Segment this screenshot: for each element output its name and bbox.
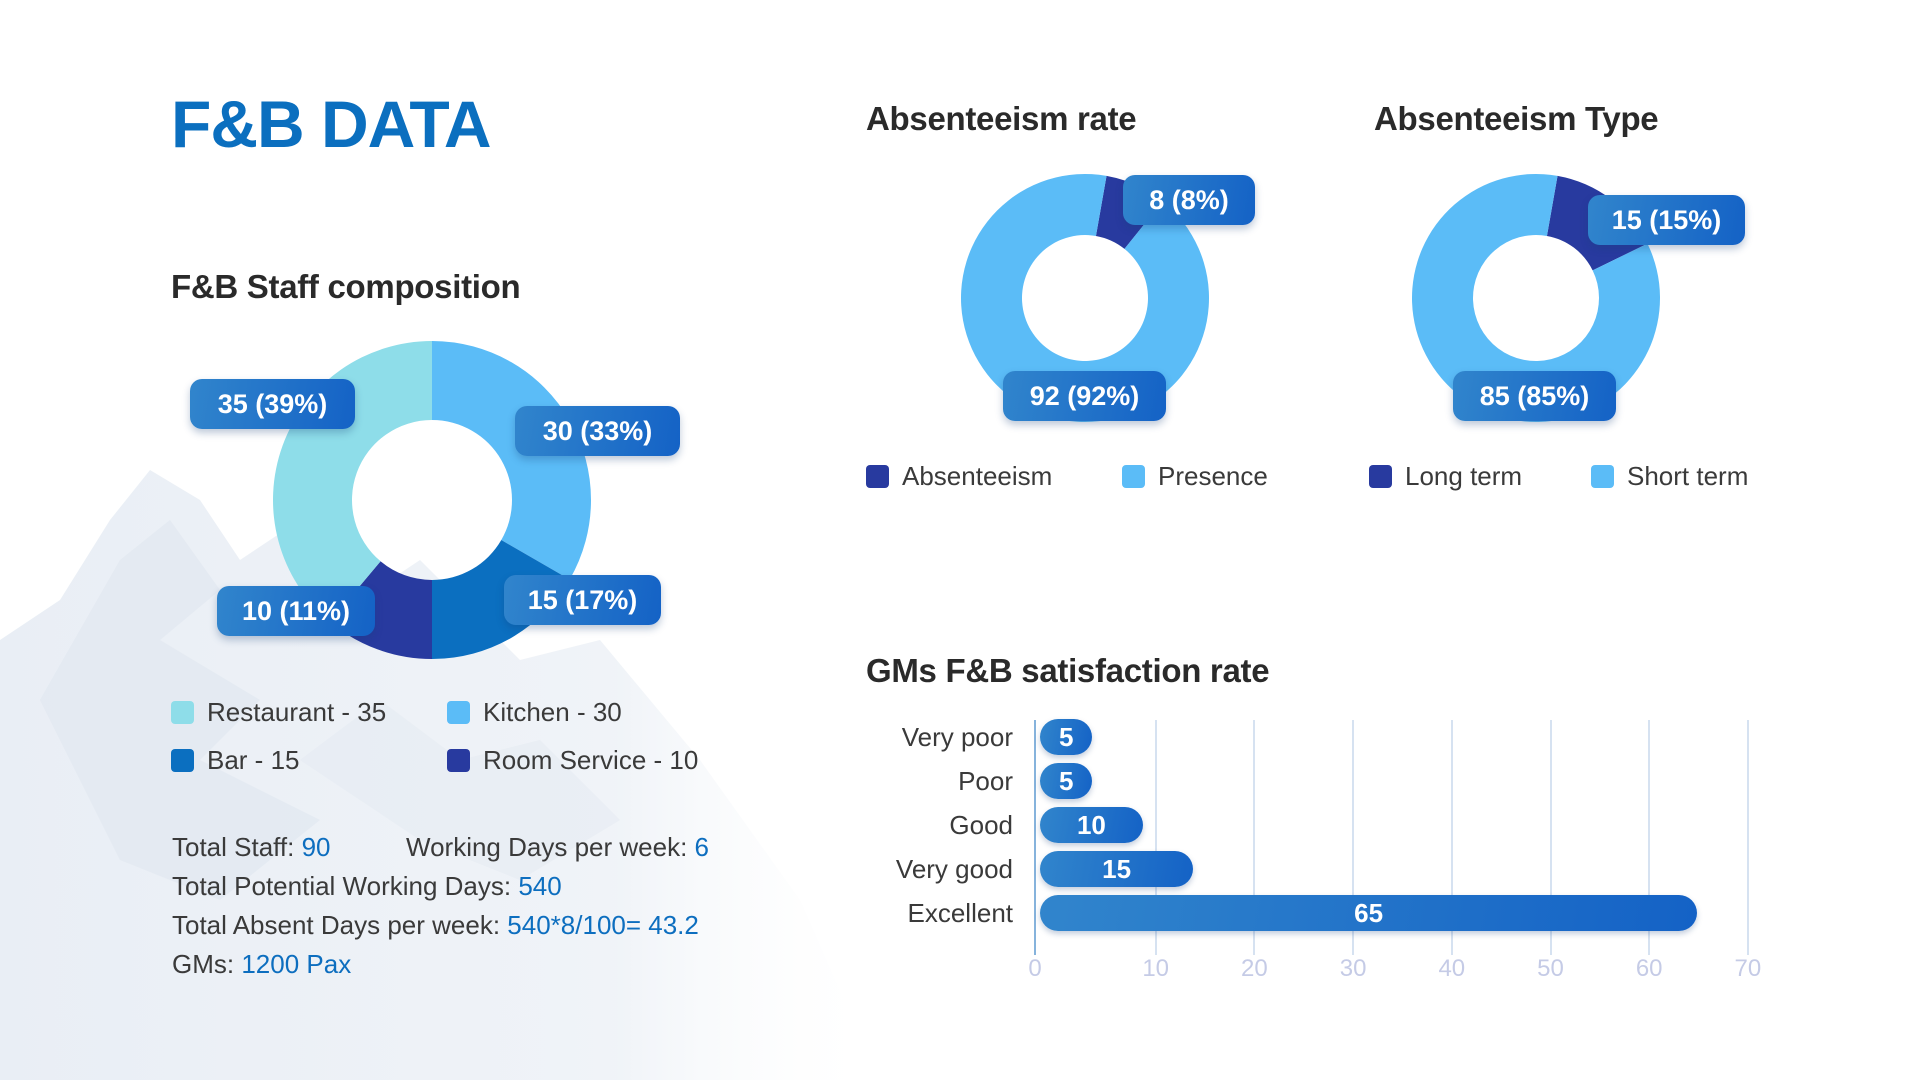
info-value: 90 bbox=[301, 832, 331, 862]
callout-kitchen: 30 (33%) bbox=[515, 406, 680, 456]
callout-long-term: 15 (15%) bbox=[1588, 195, 1745, 245]
legend-item-presence: Presence bbox=[1122, 461, 1268, 492]
staff-slice-kitchen bbox=[432, 341, 592, 580]
absenteeism-type-title: Absenteeism Type bbox=[1374, 100, 1659, 137]
info-value: 1200 Pax bbox=[241, 949, 352, 979]
info-label: Total Absent Days per week: bbox=[172, 910, 508, 940]
info-total-staff: Total Staff: 90 bbox=[172, 832, 331, 863]
swatch-long-term bbox=[1369, 465, 1392, 488]
info-value: 6 bbox=[694, 832, 709, 862]
type-slice-short-term bbox=[1412, 174, 1660, 423]
info-working-days: Working Days per week: 6 bbox=[406, 832, 709, 863]
legend-item-absenteeism: Absenteeism bbox=[866, 461, 1052, 492]
legend-item-long-term: Long term bbox=[1369, 461, 1522, 492]
info-label: Total Staff: bbox=[172, 832, 302, 862]
info-value: 540*8/100= 43.2 bbox=[507, 910, 699, 940]
swatch-bar bbox=[171, 749, 194, 772]
page-title: F&B DATA bbox=[171, 87, 491, 161]
legend-label: Room Service - 10 bbox=[483, 745, 699, 775]
legend-label: Long term bbox=[1405, 461, 1523, 491]
legend-label: Absenteeism bbox=[902, 461, 1053, 491]
legend-item-kitchen: Kitchen - 30 bbox=[447, 697, 622, 728]
legend-label: Kitchen - 30 bbox=[483, 697, 622, 727]
swatch-presence bbox=[1122, 465, 1145, 488]
callout-restaurant: 35 (39%) bbox=[190, 379, 355, 429]
swatch-restaurant bbox=[171, 701, 194, 724]
staff-composition-title: F&B Staff composition bbox=[171, 268, 521, 305]
info-label: Working Days per week: bbox=[406, 832, 695, 862]
info-potential-days: Total Potential Working Days: 540 bbox=[172, 871, 562, 902]
callout-room-service: 10 (11%) bbox=[217, 586, 375, 636]
legend-label: Bar - 15 bbox=[207, 745, 300, 775]
callout-presence: 92 (92%) bbox=[1003, 371, 1166, 421]
info-label: Total Potential Working Days: bbox=[172, 871, 519, 901]
info-value: 540 bbox=[518, 871, 562, 901]
legend-item-bar: Bar - 15 bbox=[171, 745, 300, 776]
rate-slice-presence bbox=[960, 173, 1209, 422]
legend-label: Presence bbox=[1158, 461, 1268, 491]
satisfaction-title: GMs F&B satisfaction rate bbox=[866, 652, 1270, 689]
legend-item-short-term: Short term bbox=[1591, 461, 1748, 492]
legend-label: Short term bbox=[1627, 461, 1749, 491]
absenteeism-rate-title: Absenteeism rate bbox=[866, 100, 1137, 137]
callout-absenteeism: 8 (8%) bbox=[1123, 175, 1255, 225]
swatch-absenteeism bbox=[866, 465, 889, 488]
info-label: GMs: bbox=[172, 949, 242, 979]
legend-label: Restaurant - 35 bbox=[207, 697, 387, 727]
callout-bar: 15 (17%) bbox=[504, 575, 661, 625]
legend-item-restaurant: Restaurant - 35 bbox=[171, 697, 386, 728]
swatch-kitchen bbox=[447, 701, 470, 724]
legend-item-room-service: Room Service - 10 bbox=[447, 745, 698, 776]
info-gms: GMs: 1200 Pax bbox=[172, 949, 351, 980]
staff-slice-bar bbox=[432, 540, 570, 659]
swatch-room-service bbox=[447, 749, 470, 772]
swatch-short-term bbox=[1591, 465, 1614, 488]
info-absent-days: Total Absent Days per week: 540*8/100= 4… bbox=[172, 910, 699, 941]
callout-short-term: 85 (85%) bbox=[1453, 371, 1616, 421]
